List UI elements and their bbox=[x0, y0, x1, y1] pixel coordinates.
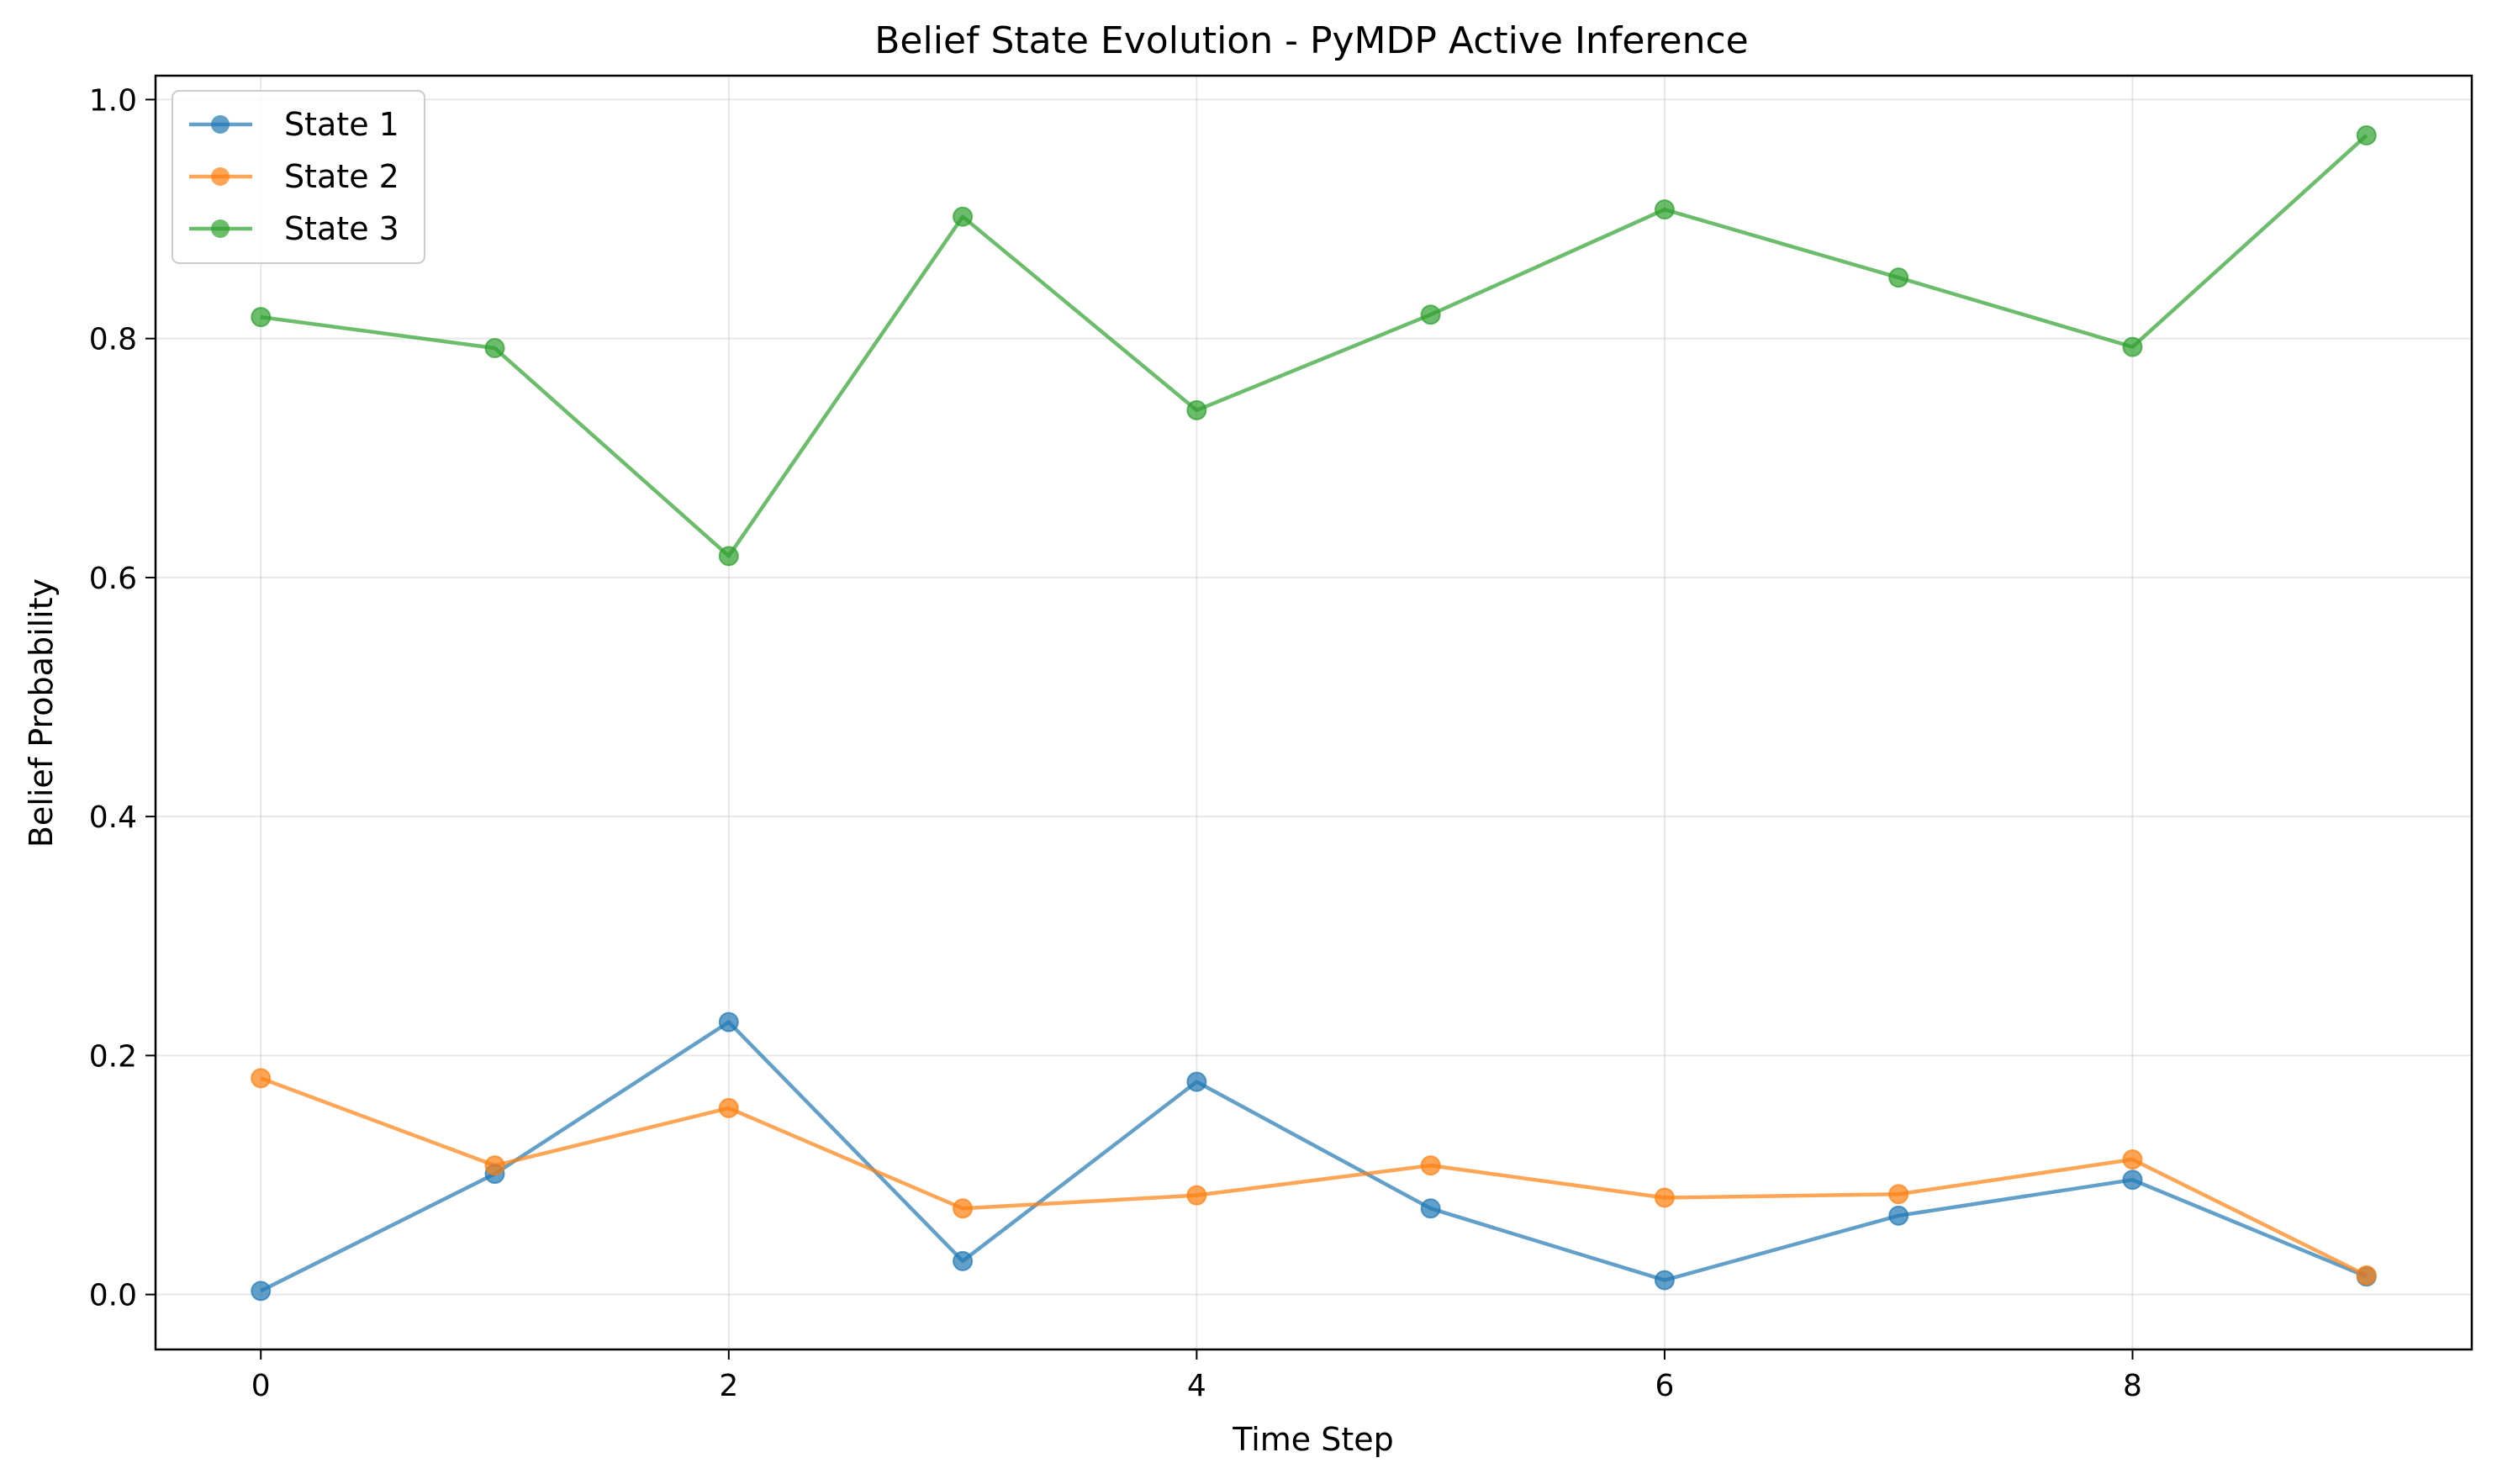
plot-frame bbox=[154, 74, 2473, 1351]
data-point-state-1 bbox=[1654, 1270, 1675, 1291]
x-tick-label: 6 bbox=[1655, 1369, 1674, 1403]
series-line-state-1 bbox=[260, 1020, 2368, 1293]
data-point-state-3 bbox=[953, 206, 974, 227]
data-point-state-3 bbox=[718, 546, 739, 567]
data-point-state-3 bbox=[1888, 267, 1909, 288]
series-markers bbox=[251, 125, 2377, 1302]
data-point-state-2 bbox=[2356, 1265, 2377, 1286]
data-point-state-1 bbox=[1186, 1071, 1207, 1092]
y-tick-label: 0.0 bbox=[89, 1279, 137, 1313]
data-point-state-1 bbox=[1888, 1205, 1909, 1226]
series-line-state-3 bbox=[260, 134, 2368, 558]
legend: State 1 State 2 State 3 bbox=[172, 90, 425, 264]
legend-label: State 2 bbox=[284, 158, 399, 195]
data-point-state-3 bbox=[484, 338, 505, 359]
data-point-state-2 bbox=[718, 1097, 739, 1118]
x-tick-label: 0 bbox=[251, 1369, 271, 1403]
data-point-state-2 bbox=[1888, 1184, 1909, 1205]
y-tick-label: 0.6 bbox=[89, 562, 137, 596]
y-axis-label: Belief Probability bbox=[23, 578, 60, 848]
grid-lines bbox=[156, 76, 2472, 1349]
axis-ticks: 0 2 4 6 8 0.0 0.2 0.4 0.6 0.8 1.0 bbox=[89, 83, 2142, 1403]
data-point-state-3 bbox=[251, 307, 272, 328]
data-point-state-3 bbox=[2356, 125, 2377, 146]
x-tick-label: 8 bbox=[2123, 1369, 2142, 1403]
x-axis-label: Time Step bbox=[1232, 1421, 1394, 1458]
x-tick-label: 4 bbox=[1187, 1369, 1206, 1403]
data-point-state-3 bbox=[1420, 304, 1441, 325]
data-point-state-3 bbox=[2122, 336, 2143, 357]
data-point-state-2 bbox=[1654, 1187, 1675, 1208]
legend-marker bbox=[211, 167, 230, 186]
legend-label: State 1 bbox=[284, 106, 399, 143]
data-point-state-1 bbox=[1420, 1198, 1441, 1219]
legend-marker bbox=[211, 219, 230, 238]
data-point-state-2 bbox=[251, 1068, 272, 1089]
series-lines bbox=[260, 134, 2368, 1293]
data-point-state-2 bbox=[953, 1198, 974, 1219]
series-line-state-2 bbox=[260, 1076, 2368, 1277]
y-tick-label: 0.8 bbox=[89, 323, 137, 357]
legend-label: State 3 bbox=[284, 210, 399, 247]
data-point-state-2 bbox=[1420, 1155, 1441, 1176]
x-tick-label: 2 bbox=[719, 1369, 738, 1403]
data-point-state-2 bbox=[2122, 1149, 2143, 1170]
y-tick-label: 1.0 bbox=[89, 83, 137, 118]
data-point-state-2 bbox=[484, 1155, 505, 1176]
data-point-state-3 bbox=[1654, 199, 1675, 220]
data-point-state-1 bbox=[718, 1011, 739, 1032]
data-point-state-1 bbox=[251, 1281, 272, 1302]
legend-box bbox=[172, 90, 425, 264]
y-tick-label: 0.4 bbox=[89, 800, 137, 835]
data-point-state-2 bbox=[1186, 1185, 1207, 1206]
data-point-state-3 bbox=[1186, 399, 1207, 420]
data-point-state-1 bbox=[2122, 1170, 2143, 1191]
legend-marker bbox=[211, 115, 230, 134]
chart-title: Belief State Evolution - PyMDP Active In… bbox=[874, 19, 1749, 62]
data-point-state-1 bbox=[953, 1250, 974, 1271]
y-tick-label: 0.2 bbox=[89, 1039, 137, 1074]
